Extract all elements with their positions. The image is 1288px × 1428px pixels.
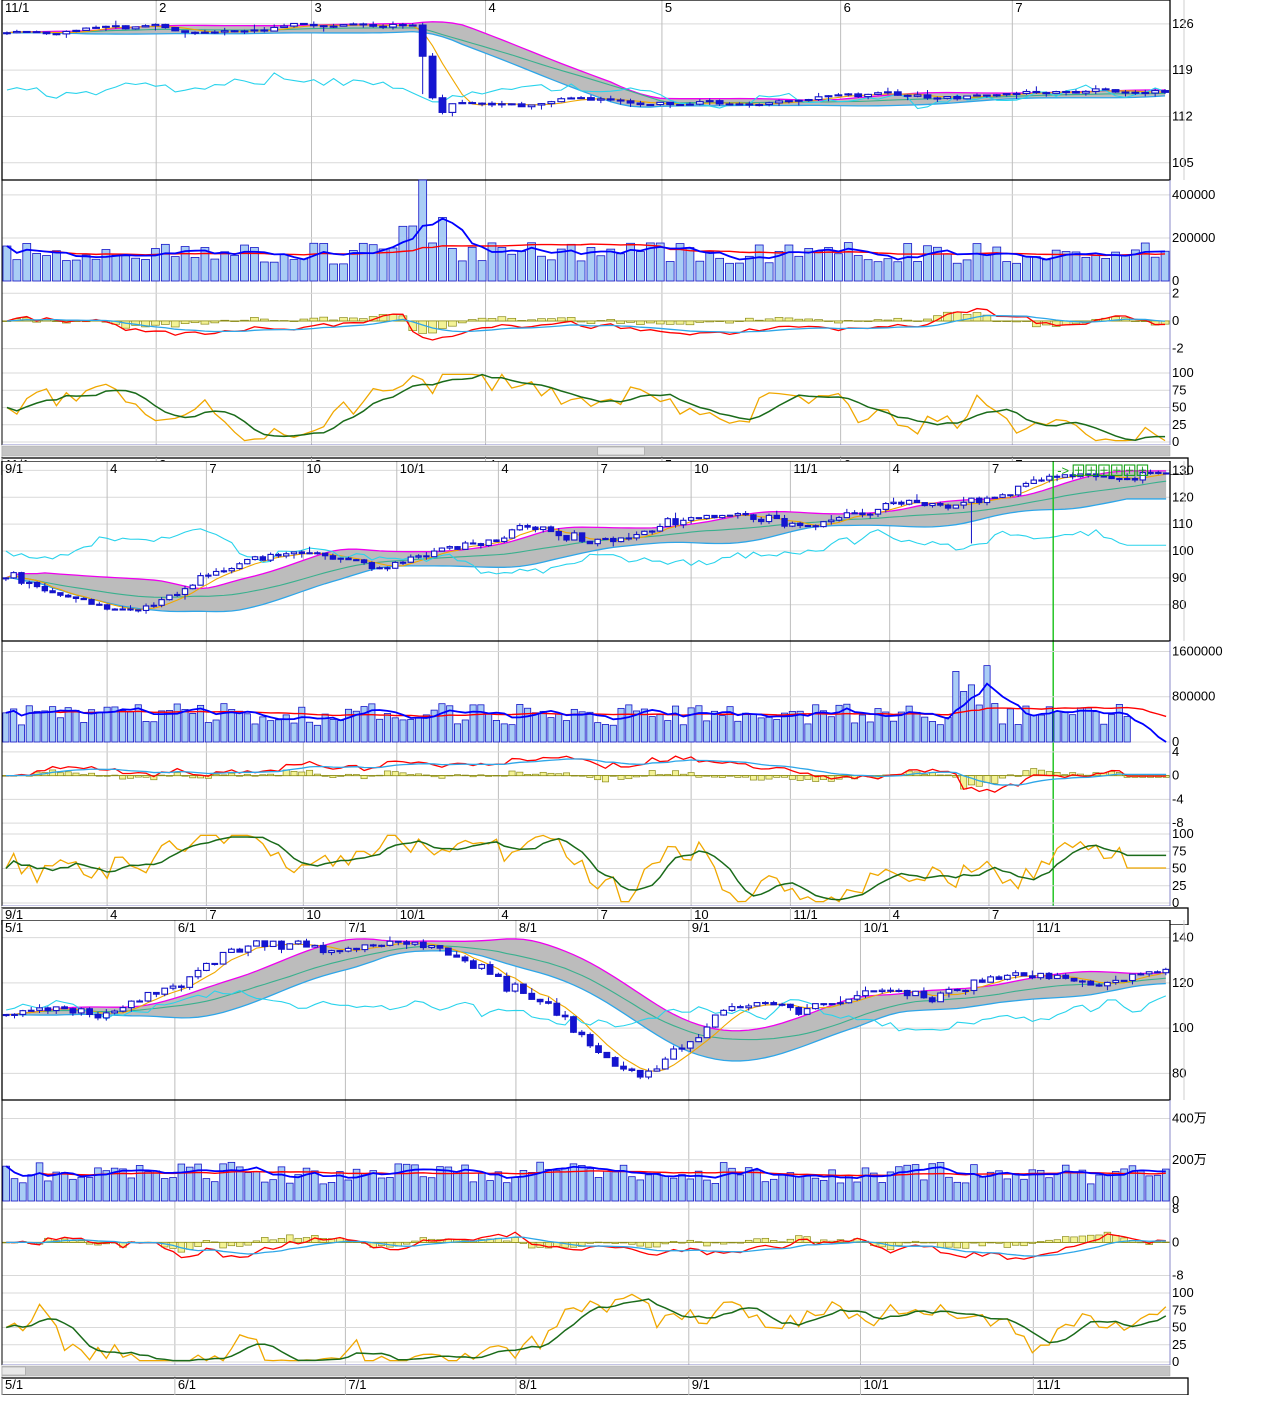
svg-text:50: 50: [1172, 400, 1186, 415]
svg-text:4: 4: [489, 0, 496, 15]
svg-text:75: 75: [1172, 382, 1186, 397]
svg-text:10/1: 10/1: [863, 920, 888, 935]
svg-text:9/1: 9/1: [692, 920, 710, 935]
svg-text:8: 8: [1172, 1201, 1179, 1216]
svg-text:120: 120: [1172, 489, 1194, 504]
svg-text:11/1: 11/1: [793, 461, 817, 476]
svg-text:100: 100: [1172, 1020, 1194, 1035]
svg-text:100: 100: [1172, 826, 1194, 841]
svg-text:105: 105: [1172, 155, 1194, 170]
svg-text:7/1: 7/1: [348, 920, 366, 935]
svg-text:25: 25: [1172, 878, 1186, 893]
svg-text:7: 7: [992, 461, 999, 476]
svg-text:4: 4: [893, 461, 900, 476]
svg-text:4: 4: [501, 461, 508, 476]
svg-text:7: 7: [601, 461, 608, 476]
svg-text:10: 10: [306, 461, 320, 476]
svg-text:0: 0: [1172, 768, 1179, 783]
svg-text:800000: 800000: [1172, 689, 1215, 704]
svg-text:25: 25: [1172, 1337, 1186, 1352]
svg-text:6/1: 6/1: [178, 920, 196, 935]
svg-text:10: 10: [694, 461, 708, 476]
svg-text:->: ->: [1057, 463, 1069, 478]
svg-text:2: 2: [1172, 285, 1179, 300]
svg-text:75: 75: [1172, 843, 1186, 858]
svg-text:400000: 400000: [1172, 187, 1215, 202]
svg-text:50: 50: [1172, 1320, 1186, 1335]
svg-text:-2: -2: [1172, 341, 1184, 356]
svg-text:5/1: 5/1: [5, 920, 23, 935]
svg-text:0: 0: [1172, 1234, 1179, 1249]
svg-text:200000: 200000: [1172, 230, 1215, 245]
svg-text:4: 4: [1172, 744, 1179, 759]
svg-text:5: 5: [665, 0, 672, 15]
svg-text:50: 50: [1172, 861, 1186, 876]
svg-text:4: 4: [110, 461, 117, 476]
svg-text:100: 100: [1172, 543, 1194, 558]
svg-text:400万: 400万: [1172, 1111, 1207, 1126]
svg-text:8/1: 8/1: [519, 1377, 537, 1392]
svg-text:-4: -4: [1172, 791, 1184, 806]
svg-text:1600000: 1600000: [1172, 643, 1223, 658]
svg-text:100: 100: [1172, 1285, 1194, 1300]
svg-text:119: 119: [1172, 62, 1193, 77]
svg-text:-8: -8: [1172, 1268, 1184, 1283]
svg-text:11/1: 11/1: [1036, 1377, 1060, 1392]
svg-text:7/1: 7/1: [348, 1377, 366, 1392]
svg-text:9/1: 9/1: [692, 1377, 710, 1392]
svg-text:3: 3: [315, 0, 322, 15]
svg-text:200万: 200万: [1172, 1152, 1207, 1167]
svg-text:110: 110: [1172, 516, 1193, 531]
svg-text:25: 25: [1172, 417, 1186, 432]
svg-text:5/1: 5/1: [5, 1377, 23, 1392]
svg-text:10/1: 10/1: [863, 1377, 888, 1392]
svg-text:112: 112: [1172, 108, 1193, 123]
svg-text:10/1: 10/1: [400, 461, 425, 476]
svg-text:100: 100: [1172, 365, 1194, 380]
svg-text:2: 2: [159, 0, 166, 15]
svg-text:0: 0: [1172, 313, 1179, 328]
svg-text:140: 140: [1172, 930, 1194, 945]
svg-text:7: 7: [209, 461, 216, 476]
svg-text:11/1: 11/1: [5, 0, 29, 15]
svg-text:0: 0: [1172, 1354, 1179, 1369]
svg-text:126: 126: [1172, 16, 1194, 31]
svg-text:11/1: 11/1: [1036, 920, 1060, 935]
svg-text:130: 130: [1172, 462, 1194, 477]
svg-text:9/1: 9/1: [5, 461, 23, 476]
svg-text:75: 75: [1172, 1302, 1186, 1317]
svg-text:6: 6: [844, 0, 851, 15]
svg-text:120: 120: [1172, 975, 1194, 990]
svg-text:8/1: 8/1: [519, 920, 537, 935]
svg-text:7: 7: [1015, 0, 1022, 15]
svg-text:6/1: 6/1: [178, 1377, 196, 1392]
svg-text:0: 0: [1172, 434, 1179, 449]
